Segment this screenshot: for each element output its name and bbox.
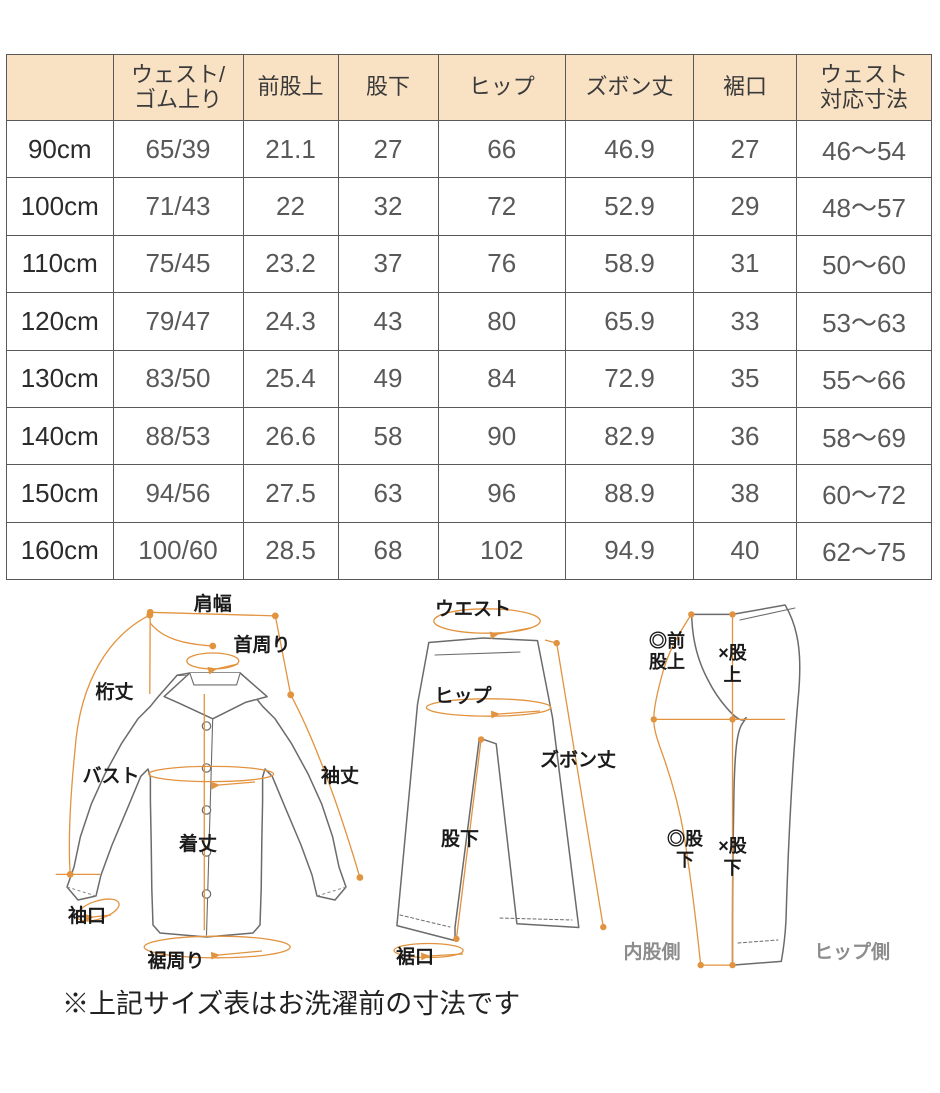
svg-text:上: 上 — [724, 665, 742, 685]
svg-text:×股: ×股 — [718, 643, 748, 663]
svg-text:ウエスト: ウエスト — [435, 598, 511, 620]
svg-text:バスト: バスト — [82, 765, 139, 787]
svg-text:内股側: 内股側 — [623, 940, 680, 963]
svg-text:股上: 股上 — [648, 652, 685, 672]
svg-text:肩幅: 肩幅 — [194, 592, 232, 615]
svg-text:下: 下 — [676, 850, 694, 870]
svg-text:裾口: 裾口 — [396, 945, 434, 968]
svg-text:×股: ×股 — [718, 836, 748, 856]
svg-text:股下: 股下 — [441, 828, 479, 850]
svg-text:下: 下 — [724, 858, 742, 878]
svg-text:◎股: ◎股 — [667, 829, 704, 849]
svg-text:ヒップ: ヒップ — [434, 684, 492, 707]
svg-text:袖丈: 袖丈 — [321, 764, 359, 787]
svg-text:◎前: ◎前 — [649, 630, 685, 651]
svg-text:ヒップ側: ヒップ側 — [814, 940, 890, 963]
svg-text:袖口: 袖口 — [68, 904, 106, 927]
svg-text:首周り: 首周り — [233, 633, 290, 656]
svg-text:桁丈: 桁丈 — [95, 680, 133, 703]
svg-text:ズボン丈: ズボン丈 — [540, 748, 616, 771]
svg-text:裾周り: 裾周り — [147, 949, 204, 972]
svg-text:着丈: 着丈 — [179, 832, 217, 855]
